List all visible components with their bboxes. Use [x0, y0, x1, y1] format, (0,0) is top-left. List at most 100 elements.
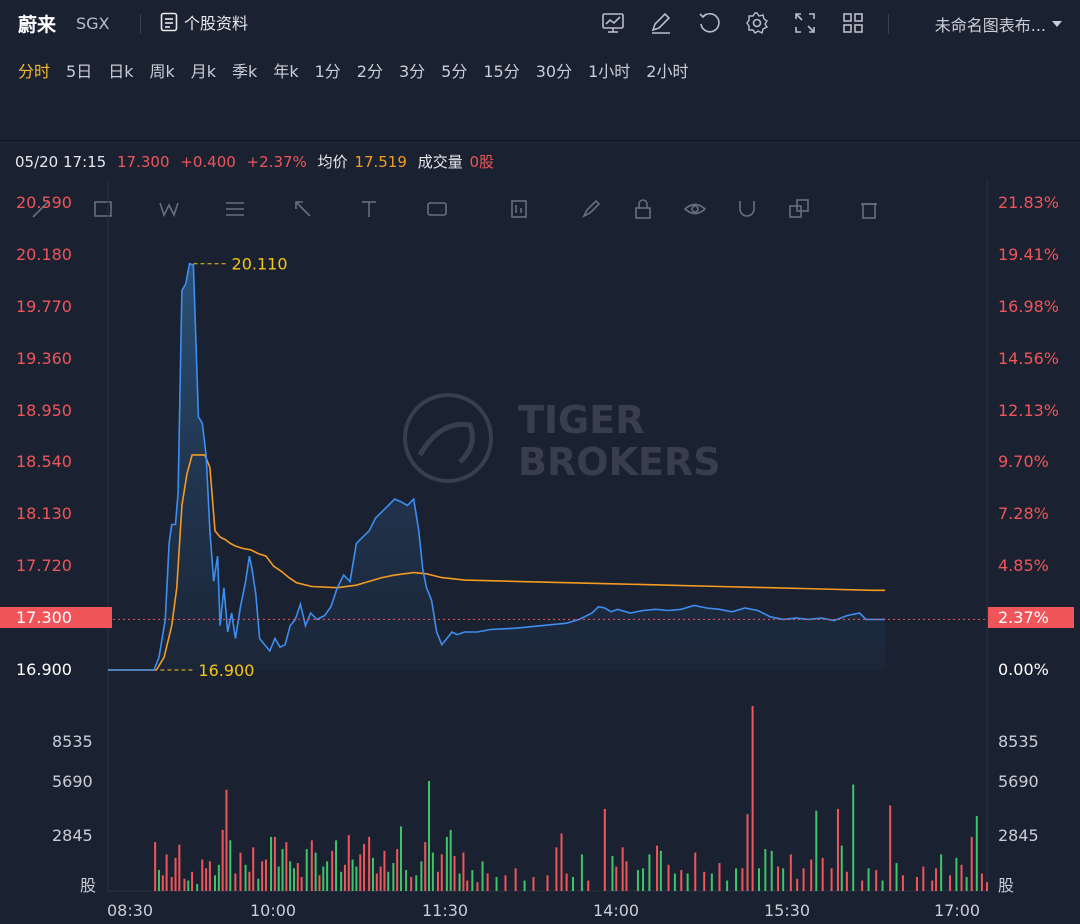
chart-indicator-icon[interactable] [600, 10, 626, 36]
volume-bar [191, 871, 194, 891]
layout-grid-icon[interactable] [840, 10, 866, 36]
lock-icon[interactable] [624, 196, 662, 222]
volume-bar [273, 836, 276, 891]
volume-bar [777, 866, 780, 891]
avg-price-line [108, 454, 886, 671]
volume-bar [214, 875, 217, 891]
annotation-tool-icon[interactable] [418, 196, 456, 222]
rect-tool-icon[interactable] [84, 196, 122, 222]
volume-bar [603, 808, 606, 891]
volume-bar [314, 852, 317, 891]
volume-bar [445, 836, 448, 891]
volume-bar [523, 880, 526, 891]
volume-bar [495, 877, 498, 891]
volume-bar [335, 840, 338, 891]
edit-icon[interactable] [648, 10, 674, 36]
fib-tool-icon[interactable] [216, 196, 254, 222]
quote-change: +0.400 [180, 153, 236, 171]
volume-bar [436, 871, 439, 891]
volume-bar [845, 871, 848, 891]
eye-icon[interactable] [676, 196, 714, 222]
period-tab-14[interactable]: 2小时 [646, 62, 689, 81]
volume-bar [208, 861, 211, 891]
time-tick-label: 10:00 [250, 901, 297, 920]
stock-profile-button[interactable]: 个股资料 [160, 10, 248, 34]
period-tab-1[interactable]: 5日 [66, 62, 93, 81]
volume-bar [440, 854, 443, 891]
period-tab-2[interactable]: 日k [108, 62, 134, 81]
volume-bar [686, 873, 689, 891]
period-tab-6[interactable]: 年k [273, 62, 299, 81]
volume-bar [410, 877, 413, 891]
magnet-icon[interactable] [728, 196, 766, 222]
stock-name: 蔚来 [18, 14, 57, 36]
period-tab-5[interactable]: 季k [232, 62, 258, 81]
volume-bar [229, 840, 232, 891]
volume-unit-label: 股 [80, 876, 97, 895]
fullscreen-icon[interactable] [792, 10, 818, 36]
volume-tick-label: 8535 [998, 732, 1039, 751]
period-tab-9[interactable]: 3分 [398, 62, 426, 81]
volume-bar [656, 845, 659, 891]
period-tab-7[interactable]: 1分 [314, 62, 341, 81]
volume-bar [694, 852, 697, 891]
volume-bar [161, 875, 164, 891]
volume-bar [252, 847, 255, 891]
pct-tick-label: 0.00% [998, 660, 1049, 679]
text-tool-icon[interactable] [350, 196, 388, 222]
period-tab-13[interactable]: 1小时 [588, 62, 631, 81]
volume-bar [986, 882, 988, 891]
volume-bar [555, 847, 558, 891]
period-tab-4[interactable]: 月k [190, 62, 217, 81]
period-tab-12[interactable]: 30分 [535, 62, 573, 81]
current-pct-tag: 2.37% [988, 607, 1074, 628]
period-tab-0[interactable]: 分时 [18, 62, 51, 81]
pct-tick-label: 16.98% [998, 297, 1060, 316]
volume-bar [292, 868, 295, 891]
volume-bar [949, 875, 952, 891]
volume-bar [703, 871, 706, 891]
volume-bar [449, 829, 452, 891]
volume-bar [642, 868, 645, 891]
period-tab-8[interactable]: 2分 [356, 62, 383, 81]
pct-tick-label: 9.70% [998, 452, 1049, 471]
volume-bar [940, 854, 943, 891]
volume-bar [895, 863, 898, 891]
divider [888, 14, 889, 34]
volume-bar [368, 836, 371, 891]
top-bar: 蔚来 SGX 个股资料 未命名图表布... [0, 0, 1080, 48]
volume-bar [165, 854, 168, 891]
volume-bar [955, 857, 958, 891]
trash-icon[interactable] [850, 196, 888, 222]
volume-bar [922, 866, 925, 891]
period-tab-3[interactable]: 周k [149, 62, 175, 81]
brush-tool-icon[interactable] [572, 196, 610, 222]
price-tick-label: 20.590 [16, 193, 72, 212]
period-tab-10[interactable]: 5分 [441, 62, 468, 81]
volume-bar [178, 844, 181, 891]
time-tick-label: 17:00 [934, 901, 981, 920]
chart-layout-select[interactable]: 未命名图表布... [935, 12, 1062, 36]
volume-bar [486, 873, 489, 891]
volume-bar [861, 880, 864, 891]
clone-icon[interactable] [780, 196, 818, 222]
volume-bar [471, 870, 474, 891]
volume-bar [310, 840, 313, 891]
period-tab-11[interactable]: 15分 [483, 62, 520, 81]
volume-bar [462, 852, 465, 891]
volume-bar [296, 863, 299, 891]
volume-bar [343, 864, 346, 891]
line-tool-icon[interactable] [22, 196, 60, 222]
volume-bar [810, 859, 813, 891]
arrow-tool-icon[interactable] [284, 196, 322, 222]
volume-bar [187, 880, 190, 891]
volume-bar [504, 875, 507, 891]
settings-icon[interactable] [744, 10, 770, 36]
refresh-icon[interactable] [696, 10, 722, 36]
volume-bar [183, 878, 186, 891]
wave-tool-icon[interactable] [150, 196, 188, 222]
volume-bar [379, 866, 382, 891]
measure-tool-icon[interactable] [500, 196, 538, 222]
volume-bar [821, 857, 824, 891]
pct-tick-label: 14.56% [998, 349, 1060, 368]
